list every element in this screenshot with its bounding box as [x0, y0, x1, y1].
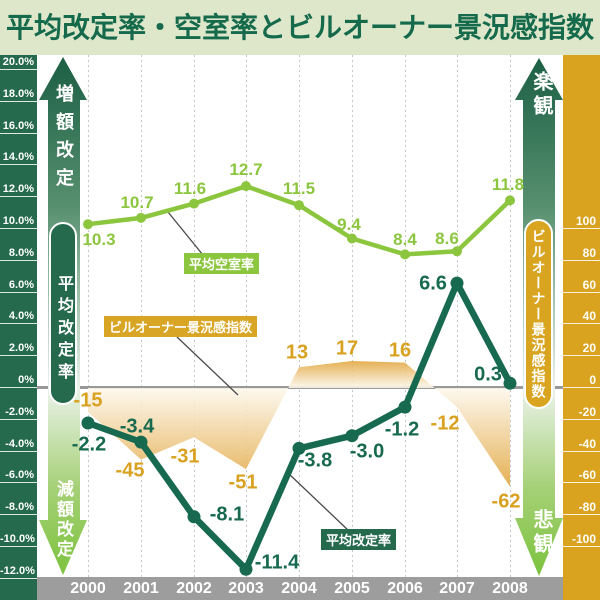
year-label: 2000 — [70, 580, 106, 597]
optimistic-arrow-label: 楽観 — [530, 71, 552, 119]
left-axis-tick-label: -4.0% — [0, 436, 37, 452]
left-axis-tick-label: 0% — [0, 372, 37, 388]
chart-title: 平均改定率・空室率とビルオーナー景況感指数 — [0, 0, 600, 55]
left-axis-tick-label: 14.0% — [0, 149, 37, 166]
right-capsule-label: ビルオーナー景況感指数 — [530, 228, 547, 400]
left-axis-strip: 20.0% 18.0% 16.0% 14.0% 12.0% 10.0% 8.0% 6.0% 4.… — [0, 55, 37, 600]
sentiment-value-label: 17 — [335, 337, 359, 360]
left-axis-tick-label: 4.0% — [0, 308, 37, 325]
vacancy-value-label: 11.5 — [282, 179, 316, 199]
increase-revision-arrow-label: 増額改定 — [54, 84, 74, 196]
left-axis-tick-label: -8.0% — [0, 499, 37, 516]
year-label: 2003 — [228, 580, 264, 597]
gridline — [298, 55, 300, 577]
sentiment-value-label: 16 — [388, 339, 412, 362]
sentiment-value-label: 13 — [285, 341, 309, 364]
year-label: 2007 — [439, 580, 475, 597]
revision-value-label: -8.1 — [209, 503, 245, 526]
sentiment-value-label: -31 — [170, 445, 200, 468]
left-axis-tick-label: -6.0% — [0, 467, 37, 484]
right-axis-tick-label: 80 — [563, 245, 600, 261]
sentiment-value-label: -45 — [115, 459, 145, 482]
vacancy-value-label: 10.3 — [82, 230, 116, 250]
left-axis-tick-label: -10.0% — [0, 531, 37, 547]
right-axis-tick-label: -100 — [563, 531, 600, 547]
left-axis-tick-label: -2.0% — [0, 404, 37, 420]
sentiment-value-label: -12 — [430, 412, 460, 435]
vacancy-value-label: 12.7 — [229, 160, 263, 180]
year-label: 2006 — [387, 580, 423, 597]
revision-rate-callout: 平均改定率 — [321, 529, 397, 550]
x-axis-band: 2000 2001 2002 2003 2004 2005 2006 2007 2008 — [37, 577, 563, 600]
left-axis-tick-label: -12.0% — [0, 563, 37, 579]
left-axis-tick-label: 6.0% — [0, 277, 37, 293]
year-label: 2005 — [334, 580, 370, 597]
sentiment-value-label: -15 — [73, 389, 103, 412]
vacancy-value-label: 9.4 — [337, 214, 361, 234]
decrease-revision-arrow-label: 減額改定 — [54, 480, 73, 560]
right-axis-capsule: ビルオーナー景況感指数 — [524, 219, 553, 409]
right-axis-tick-label: 0 — [563, 372, 600, 388]
revision-value-label: -3.8 — [297, 449, 333, 472]
year-label: 2008 — [492, 580, 528, 597]
right-axis-strip: 100 80 60 40 20 0 -20 -40 -60 -80 -100 — [563, 55, 600, 600]
left-axis-tick-label: 20.0% — [0, 54, 37, 70]
callout-leader-line — [287, 472, 350, 532]
left-axis-tick-label: 12.0% — [0, 181, 37, 198]
right-axis-tick-label: -40 — [563, 436, 600, 452]
vacancy-value-label: 8.6 — [435, 229, 459, 249]
gridline — [351, 55, 353, 577]
vacancy-value-label: 11.8 — [491, 175, 525, 195]
left-axis-tick-label: 2.0% — [0, 340, 37, 357]
left-axis-tick-label: 18.0% — [0, 86, 37, 102]
left-axis-capsule: 平均改定率 — [49, 222, 77, 405]
revision-value-label: -2.2 — [71, 433, 107, 456]
vacancy-value-label: 8.4 — [393, 230, 417, 250]
vacancy-rate-callout: 平均空室率 — [184, 253, 260, 274]
right-axis-tick-label: 20 — [563, 340, 600, 357]
left-axis-tick-label: 8.0% — [0, 245, 37, 261]
callout-leader-line — [167, 211, 204, 256]
right-axis-tick-label: 60 — [563, 277, 600, 293]
revision-value-label: -1.2 — [384, 418, 420, 441]
gridline — [456, 55, 458, 577]
year-label: 2001 — [123, 580, 159, 597]
left-axis-tick-label: 10.0% — [0, 213, 37, 229]
right-axis-tick-label: 100 — [563, 213, 600, 229]
gridline — [404, 55, 406, 577]
sentiment-value-label: -51 — [228, 471, 258, 494]
revision-value-label: -11.4 — [254, 551, 300, 574]
year-label: 2002 — [176, 580, 212, 597]
right-axis-tick-label: -80 — [563, 499, 600, 516]
sentiment-index-callout: ビルオーナー景況感指数 — [104, 316, 258, 337]
vacancy-value-label: 10.7 — [120, 192, 154, 212]
revision-value-label: 0.3 — [474, 363, 502, 386]
sentiment-value-label: -62 — [491, 490, 521, 513]
right-axis-tick-label: -20 — [563, 404, 600, 420]
revision-value-label: -3.4 — [119, 415, 155, 438]
pessimistic-arrow-label: 悲観 — [530, 509, 552, 557]
vacancy-value-label: 11.6 — [173, 178, 207, 198]
left-axis-tick-label: 16.0% — [0, 118, 37, 134]
revision-value-label: 6.6 — [419, 272, 447, 295]
right-axis-tick-label: -60 — [563, 467, 600, 484]
left-capsule-label: 平均改定率 — [55, 274, 72, 385]
right-axis-tick-label: 40 — [563, 308, 600, 325]
year-label: 2004 — [281, 580, 317, 597]
revision-value-label: -3.0 — [349, 440, 385, 463]
gridline — [87, 55, 89, 577]
